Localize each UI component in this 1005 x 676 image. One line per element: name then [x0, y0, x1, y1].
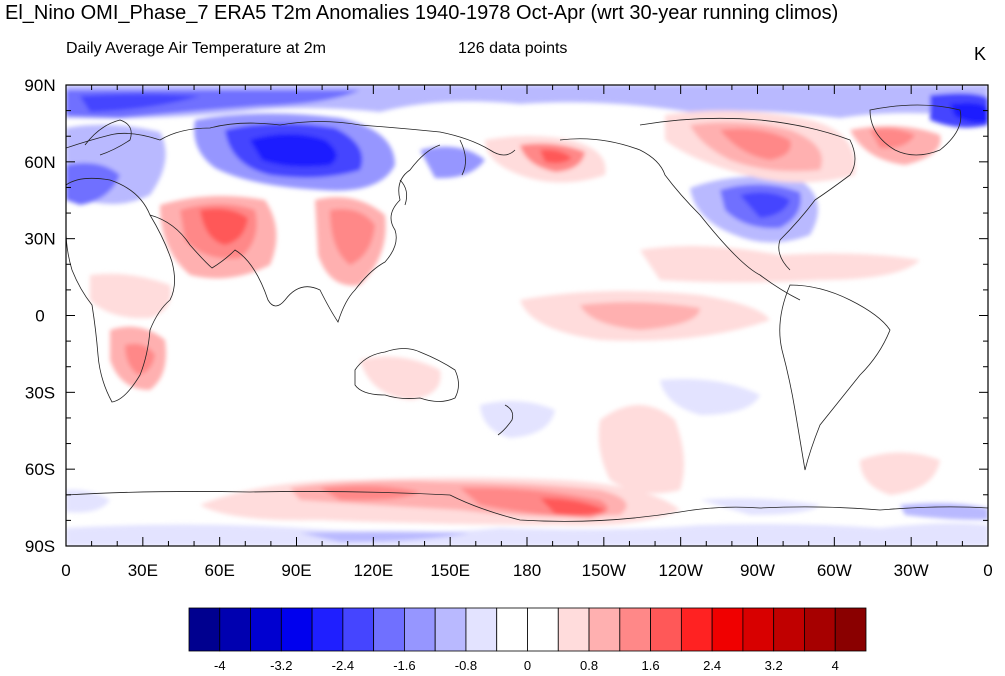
y-tick-label: 90S — [25, 537, 55, 556]
x-tick-label: 60E — [205, 561, 235, 580]
x-tick-label: 150E — [430, 561, 470, 580]
colorbar-swatch — [834, 607, 867, 652]
figure-title: El_Nino OMI_Phase_7 ERA5 T2m Anomalies 1… — [5, 2, 839, 24]
colorbar-swatch — [742, 607, 775, 652]
colorbar-swatch — [804, 607, 836, 652]
y-axis-ticks — [66, 84, 988, 547]
colorbar-swatch — [773, 607, 805, 652]
x-tick-label: 0 — [983, 561, 992, 580]
colorbar-tick-label: -0.8 — [455, 658, 477, 673]
x-tick-label: 120W — [658, 561, 702, 580]
colorbar-tick-label: -2.4 — [332, 658, 354, 673]
y-tick-label: 60S — [25, 460, 55, 479]
x-axis-labels: 0 30E 60E 90E 120E 150E 180 150W 120W 90W 60W 30W 0 — [61, 561, 992, 580]
colorbar-swatch — [680, 607, 713, 652]
colorbar-swatch — [496, 607, 528, 652]
y-tick-label: 90N — [24, 76, 55, 95]
colorbar-swatch — [650, 607, 682, 652]
subtitle-left: Daily Average Air Temperature at 2m — [66, 40, 326, 57]
y-tick-label: 0 — [35, 307, 44, 326]
x-axis-ticks — [65, 85, 989, 546]
colorbar-tick-label: 0 — [524, 658, 531, 673]
colorbar — [188, 607, 867, 652]
x-tick-label: 30E — [128, 561, 158, 580]
y-tick-label: 60N — [24, 153, 55, 172]
x-tick-label: 150W — [582, 561, 626, 580]
colorbar-swatch — [311, 607, 344, 652]
x-tick-label: 90W — [740, 561, 775, 580]
units-label: K — [973, 44, 986, 64]
colorbar-tick-label: 3.2 — [765, 658, 783, 673]
x-tick-label: 0 — [61, 561, 70, 580]
colorbar-tick-label: 1.6 — [642, 658, 660, 673]
colorbar-labels: -4 -3.2 -2.4 -1.6 -0.8 0 0.8 1.6 2.4 3.2 4 — [214, 658, 839, 673]
colorbar-swatch — [465, 607, 498, 652]
x-tick-label: 180 — [513, 561, 541, 580]
x-tick-label: 120E — [353, 561, 393, 580]
colorbar-swatch — [280, 607, 313, 652]
x-tick-label: 90E — [281, 561, 311, 580]
colorbar-tick-label: -3.2 — [270, 658, 292, 673]
y-tick-label: 30S — [25, 383, 55, 402]
colorbar-swatch — [434, 607, 467, 652]
colorbar-tick-label: 4 — [832, 658, 839, 673]
colorbar-tick-label: -4 — [214, 658, 226, 673]
colorbar-tick-label: 0.8 — [580, 658, 598, 673]
colorbar-swatch — [588, 607, 621, 652]
colorbar-swatch — [342, 607, 375, 652]
colorbar-tick-label: -1.6 — [393, 658, 415, 673]
coastlines — [66, 104, 988, 522]
colorbar-swatch — [557, 607, 590, 652]
colorbar-swatch — [219, 607, 251, 652]
colorbar-swatch — [188, 607, 221, 652]
subtitle-center: 126 data points — [458, 40, 568, 57]
colorbar-tick-label: 2.4 — [703, 658, 721, 673]
colorbar-swatch — [711, 607, 744, 652]
y-axis-labels: 90N 60N 30N 0 30S 60S 90S — [24, 76, 55, 556]
colorbar-swatch — [373, 607, 405, 652]
y-tick-label: 30N — [24, 230, 55, 249]
x-tick-label: 60W — [817, 561, 852, 580]
colorbar-swatch — [619, 607, 651, 652]
colorbar-swatch — [404, 607, 436, 652]
colorbar-swatch — [527, 607, 559, 652]
x-tick-label: 30W — [894, 561, 929, 580]
colorbar-swatch — [250, 607, 282, 652]
